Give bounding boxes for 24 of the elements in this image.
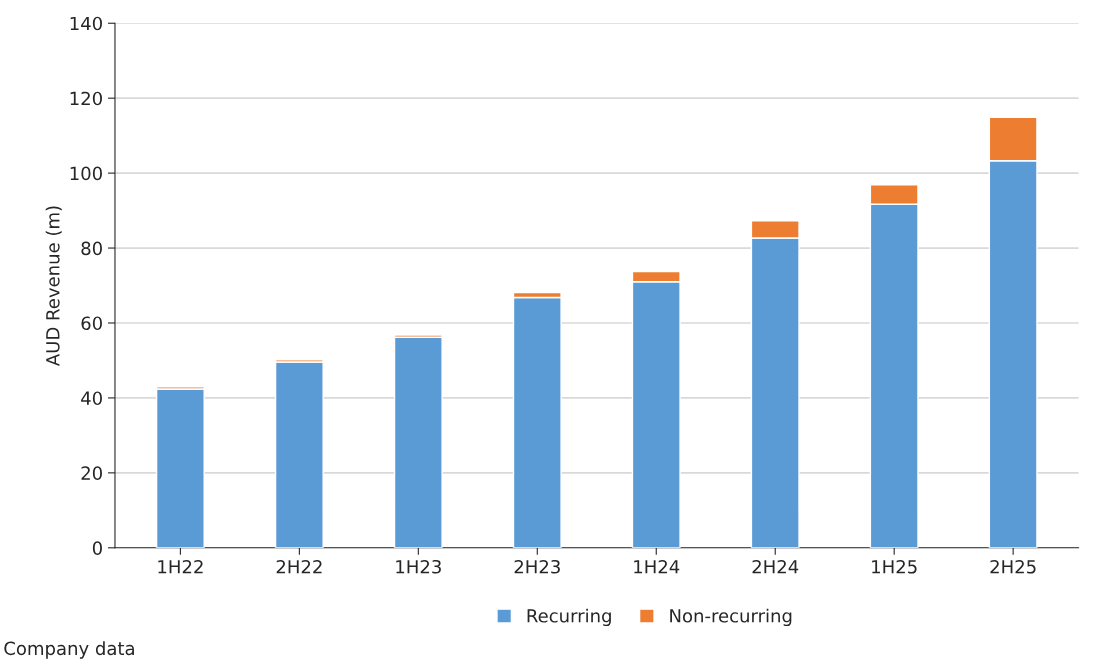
y-tick-label: 140: [70, 16, 102, 31]
legend-label: Non-recurring: [670, 608, 792, 627]
x-tick-label: 2H25: [990, 559, 1036, 574]
y-tick-label: 60: [81, 316, 102, 331]
x-tick-label: 1H23: [396, 559, 441, 574]
x-tick-label: 1H24: [634, 559, 680, 574]
y-tick-label: 100: [70, 166, 102, 181]
x-tick-label: 2H22: [276, 559, 322, 574]
y-tick-label: 80: [81, 241, 102, 256]
y-tick-label: 120: [70, 91, 102, 106]
x-tick-label: 1H22: [158, 559, 203, 574]
bar: [393, 336, 443, 548]
x-tick-label: 2H23: [514, 559, 560, 574]
bar: [155, 388, 205, 548]
bar: [512, 296, 562, 548]
y-tick-label: 20: [81, 466, 102, 480]
y-tick-label: 40: [81, 391, 102, 406]
x-tick-label: 1H25: [872, 559, 917, 574]
x-tick-label: 2H24: [752, 559, 799, 574]
y-axis-title: AUD Revenue (m): [45, 206, 62, 367]
bar: [274, 361, 324, 548]
legend-label: Recurring: [527, 608, 611, 627]
y-tick-label: 0: [92, 541, 102, 555]
text: Company data: [4, 641, 134, 659]
